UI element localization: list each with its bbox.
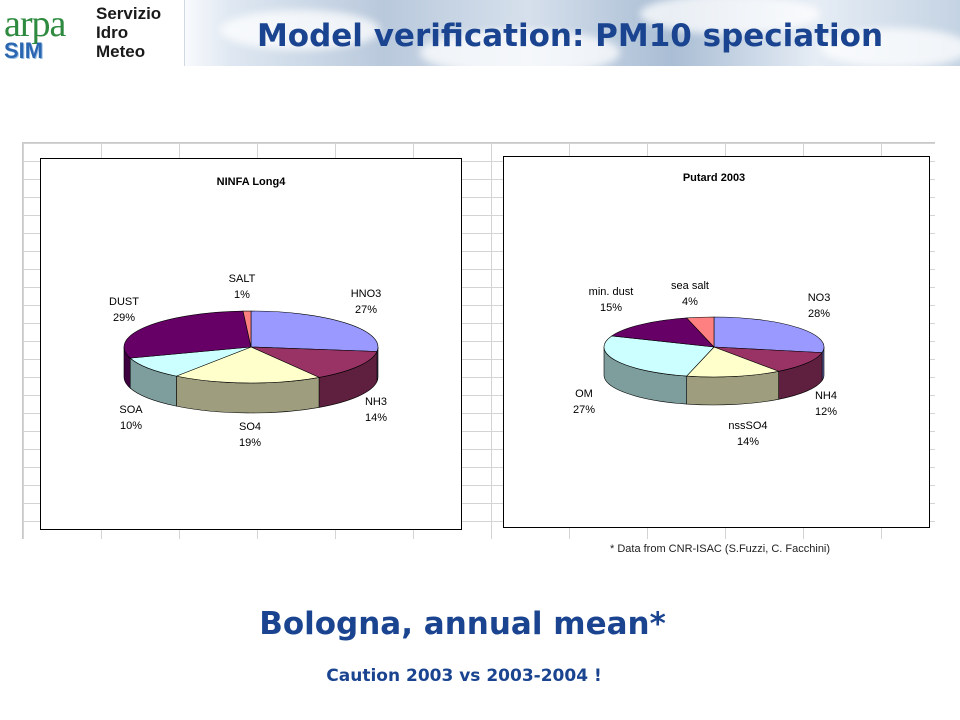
slice-label-soa: SOA — [119, 404, 143, 416]
pie-slice-no3 — [713, 316, 825, 353]
caution-note: Caution 2003 vs 2003-2004 ! — [326, 666, 602, 686]
slice-percent-om: 27% — [573, 404, 595, 416]
subtitle: Bologna, annual mean* — [259, 606, 666, 642]
pie-slice-soa — [129, 346, 252, 377]
pie-slice-nh4 — [713, 346, 823, 372]
slice-label-om: OM — [575, 388, 593, 400]
slice-label-no3: NO3 — [808, 292, 831, 304]
slice-percent-min-dust: 15% — [600, 302, 622, 314]
slice-label-nh3: NH3 — [365, 396, 387, 408]
slice-label-salt: SALT — [229, 273, 256, 285]
pie-chart-putard: Putard 2003 NO3 28% NH4 12% nssSO4 14% OM 27% min… — [573, 172, 837, 448]
slice-label-dust: DUST — [109, 296, 139, 308]
slice-label-hno3: HNO3 — [351, 288, 382, 300]
header-banner: arpa SIM Servizio Idro Meteo Model verif… — [0, 0, 960, 66]
slice-label-nssso4: nssSO4 — [728, 420, 767, 432]
slice-percent-nssso4: 14% — [737, 436, 759, 448]
pie-slice-salt — [242, 310, 252, 348]
org-line-3: Meteo — [96, 42, 146, 61]
pie-slice-so4 — [175, 346, 321, 384]
slice-percent-salt: 1% — [234, 289, 250, 301]
slice-percent-so4: 19% — [239, 437, 261, 449]
arpa-sim-logo: arpa SIM Servizio Idro Meteo — [0, 0, 185, 66]
logo-sim-text: SIM — [4, 38, 44, 63]
pie-slice-min-dust — [610, 317, 715, 348]
data-source-footnote: * Data from CNR-ISAC (S.Fuzzi, C. Facchi… — [610, 543, 831, 555]
org-name: Servizio Idro Meteo — [96, 4, 161, 61]
chart-title: NINFA Long4 — [217, 176, 287, 188]
slice-percent-sea-salt: 4% — [682, 296, 698, 308]
pie-slice-nh3 — [250, 346, 378, 378]
pie-slice-dust — [123, 310, 252, 359]
slice-percent-soa: 10% — [120, 420, 142, 432]
logo-arpa-text: arpa — [4, 3, 66, 45]
slice-label-min-dust: min. dust — [589, 286, 634, 298]
chart-putard: Putard 2003 NO3 28% NH4 12% nssSO4 14% OM 27% min… — [503, 156, 930, 528]
pie-chart-ninfa: NINFA Long4 HNO3 27% NH3 14% SO4 19% SOA 10% DUST… — [109, 176, 387, 449]
page-title: Model verification: PM10 speciation — [256, 18, 884, 54]
pie-slice-sea-salt — [685, 316, 715, 348]
pie-slice-hno3 — [250, 310, 379, 352]
slice-label-sea-salt: sea salt — [671, 280, 709, 292]
org-line-2: Idro — [96, 23, 129, 42]
pie-slice-nssso4 — [685, 346, 780, 378]
slice-label-nh4: NH4 — [815, 390, 837, 402]
org-line-1: Servizio — [96, 4, 162, 23]
chart-title: Putard 2003 — [683, 172, 745, 184]
slice-percent-no3: 28% — [808, 308, 830, 320]
slice-percent-nh4: 12% — [815, 406, 837, 418]
slice-label-so4: SO4 — [239, 421, 261, 433]
chart-ninfa: NINFA Long4 HNO3 27% NH3 14% SO4 19% SOA 10% DUST… — [40, 158, 462, 530]
slice-percent-dust: 29% — [113, 312, 135, 324]
slice-percent-nh3: 14% — [365, 412, 387, 424]
pie-slice-om — [603, 335, 715, 377]
slice-percent-hno3: 27% — [355, 304, 377, 316]
